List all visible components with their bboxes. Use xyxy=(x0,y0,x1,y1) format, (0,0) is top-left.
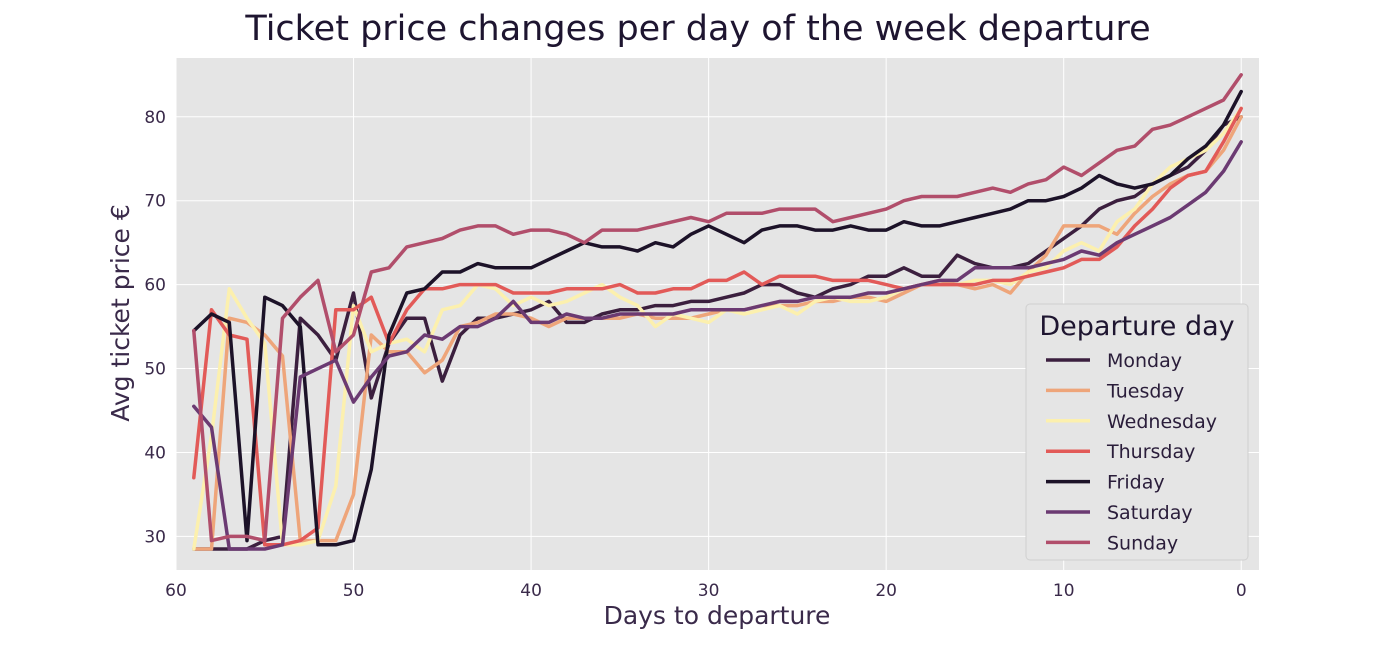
series-line-tuesday xyxy=(192,115,1243,551)
series-line-friday xyxy=(192,89,1243,547)
x-tick-label: 20 xyxy=(875,581,897,601)
legend-label-monday: Monday xyxy=(1107,350,1182,372)
series-line-thursday xyxy=(192,106,1243,547)
x-axis-label: Days to departure xyxy=(604,601,831,630)
x-tick-label: 50 xyxy=(343,581,365,601)
x-tick-label: 30 xyxy=(698,581,720,601)
legend-label-wednesday: Wednesday xyxy=(1107,411,1217,433)
x-tick-label: 0 xyxy=(1236,581,1247,601)
chart-title: Ticket price changes per day of the week… xyxy=(244,9,1150,49)
legend-label-tuesday: Tuesday xyxy=(1106,380,1184,402)
x-tick-label: 40 xyxy=(520,581,542,601)
y-tick-label: 80 xyxy=(144,108,166,128)
x-tick-labels: 60 50 40 30 20 10 0 xyxy=(165,581,1246,601)
legend-entries: Monday Tuesday Wednesday Thursday Friday Satu… xyxy=(1046,350,1217,554)
y-tick-label: 40 xyxy=(144,443,166,463)
series-line-wednesday xyxy=(192,106,1243,551)
y-tick-label: 50 xyxy=(144,360,166,380)
legend-title: Departure day xyxy=(1039,311,1234,342)
series-line-sunday xyxy=(192,73,1243,543)
legend-label-friday: Friday xyxy=(1107,472,1165,494)
y-tick-label: 70 xyxy=(144,192,166,212)
series-line-saturday xyxy=(192,140,1243,551)
series-lines xyxy=(192,73,1243,551)
x-tick-label: 10 xyxy=(1053,581,1075,601)
y-tick-label: 30 xyxy=(144,527,166,547)
legend-label-thursday: Thursday xyxy=(1106,441,1195,463)
y-tick-labels: 30 40 50 60 70 80 xyxy=(144,108,166,548)
legend: Departure day Monday Tuesday Wednesday Thur… xyxy=(1025,303,1249,561)
legend-box xyxy=(1025,303,1249,561)
legend-label-saturday: Saturday xyxy=(1107,502,1193,524)
x-tick-label: 60 xyxy=(165,581,187,601)
y-tick-label: 60 xyxy=(144,276,166,296)
y-axis-label: Avg ticket price € xyxy=(106,204,135,422)
legend-label-sunday: Sunday xyxy=(1107,532,1178,554)
